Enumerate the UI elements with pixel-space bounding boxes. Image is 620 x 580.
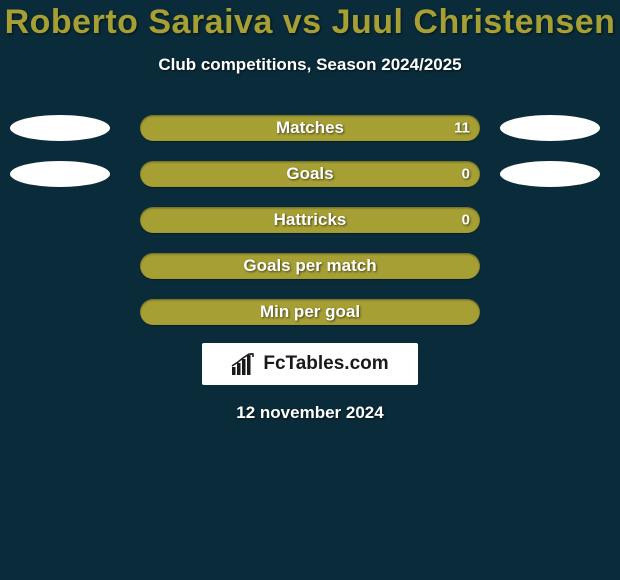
comparison-infographic: Roberto Saraiva vs Juul Christensen Club… <box>0 0 620 580</box>
stat-label: Goals per match <box>243 256 376 276</box>
stat-value: 11 <box>454 120 470 137</box>
page-title: Roberto Saraiva vs Juul Christensen <box>5 4 616 41</box>
stat-label: Matches <box>276 118 344 138</box>
stat-rows: Matches 11 Goals 0 Hattricks 0 Goals per… <box>0 115 620 325</box>
stat-row: Goals 0 <box>0 161 620 187</box>
stat-value: 0 <box>462 212 470 229</box>
brand-logo: FcTables.com <box>202 343 418 385</box>
left-marker-ellipse <box>10 115 110 141</box>
subtitle: Club competitions, Season 2024/2025 <box>158 55 461 75</box>
right-marker-ellipse <box>500 161 600 187</box>
stat-row: Hattricks 0 <box>0 207 620 233</box>
left-marker-ellipse <box>10 161 110 187</box>
stat-label: Hattricks <box>274 210 347 230</box>
stat-bar: Goals 0 <box>140 161 480 187</box>
generated-date: 12 november 2024 <box>236 403 383 423</box>
stat-value: 0 <box>462 166 470 183</box>
brand-logo-text: FcTables.com <box>263 353 388 375</box>
stat-row: Matches 11 <box>0 115 620 141</box>
stat-row: Min per goal <box>0 299 620 325</box>
stat-bar: Goals per match <box>140 253 480 279</box>
stat-label: Goals <box>286 164 333 184</box>
right-marker-ellipse <box>500 115 600 141</box>
stat-bar: Hattricks 0 <box>140 207 480 233</box>
bar-chart-icon <box>231 353 257 375</box>
stat-bar: Matches 11 <box>140 115 480 141</box>
stat-label: Min per goal <box>260 302 360 322</box>
stat-bar: Min per goal <box>140 299 480 325</box>
stat-row: Goals per match <box>0 253 620 279</box>
